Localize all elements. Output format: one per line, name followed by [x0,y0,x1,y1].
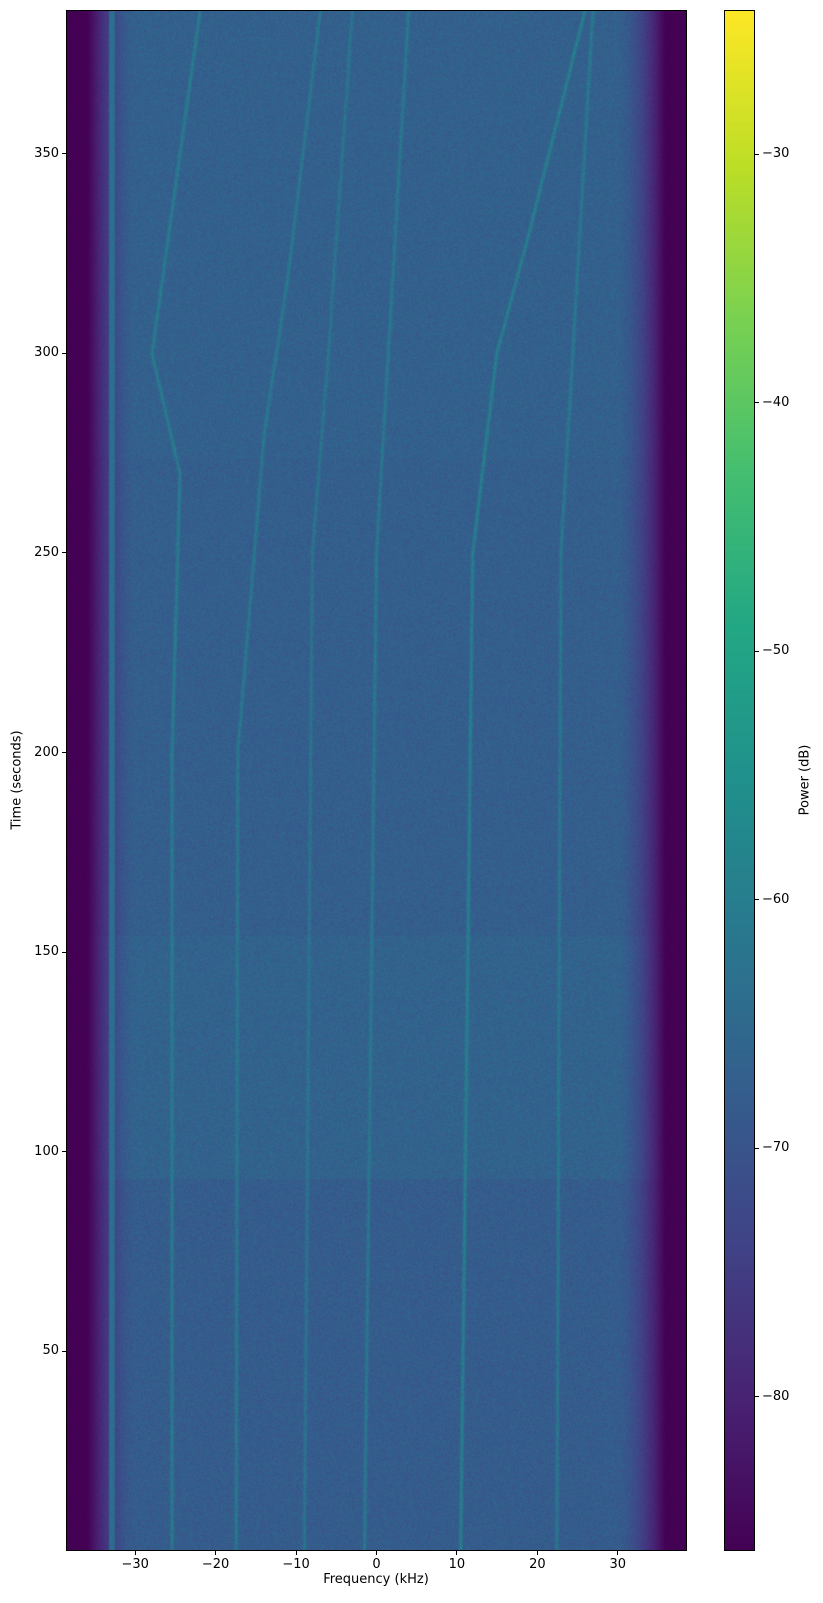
x-tick [617,1551,619,1555]
y-tick [62,951,66,953]
x-tick-label: −20 [201,1557,230,1572]
colorbar-tick [755,899,759,901]
x-tick [376,1551,377,1555]
y-tick [62,352,66,354]
x-tick [536,1551,538,1555]
y-tick-label: 100 [34,1143,59,1159]
y-axis-label: Time (seconds) [9,730,25,830]
colorbar-tick-label: −30 [762,146,790,162]
colorbar-tick-label: −70 [762,1140,790,1156]
x-tick-label: 0 [372,1557,381,1572]
x-tick-label: 10 [448,1557,466,1572]
colorbar [724,10,755,1551]
y-tick-label: 350 [34,145,59,161]
x-tick-label: 20 [529,1557,546,1572]
colorbar-tick-label: −80 [762,1388,790,1404]
colorbar-label: Power (dB) [797,744,813,816]
y-tick [62,1350,66,1352]
colorbar-tick [755,153,759,155]
colorbar-tick-label: −50 [762,643,790,659]
y-tick [62,153,66,155]
y-tick-label: 250 [34,544,59,560]
colorbar-tick [755,650,759,652]
y-tick-label: 50 [42,1343,59,1359]
colorbar-tick [755,402,759,404]
y-tick-label: 200 [34,744,59,760]
colorbar-tick-label: −40 [762,394,790,410]
x-tick [215,1551,217,1555]
x-tick [295,1551,297,1555]
y-tick-label: 150 [34,944,59,960]
colorbar-tick-label: −60 [762,891,790,907]
x-axis-label: Frequency (kHz) [323,1572,429,1587]
y-tick [62,552,66,554]
y-tick [62,1151,66,1153]
x-tick-label: −30 [121,1557,149,1572]
y-tick-label: 300 [34,345,59,361]
x-tick-label: 30 [609,1557,627,1572]
colorbar-gradient [725,11,754,1550]
colorbar-tick [755,1396,759,1398]
spectrogram-heatmap [67,11,686,1550]
x-tick [134,1551,136,1555]
spectrogram-plot-area [66,10,687,1551]
y-tick [62,752,66,754]
x-tick [456,1551,458,1555]
x-tick-label: −10 [282,1557,310,1572]
colorbar-tick [755,1147,759,1149]
